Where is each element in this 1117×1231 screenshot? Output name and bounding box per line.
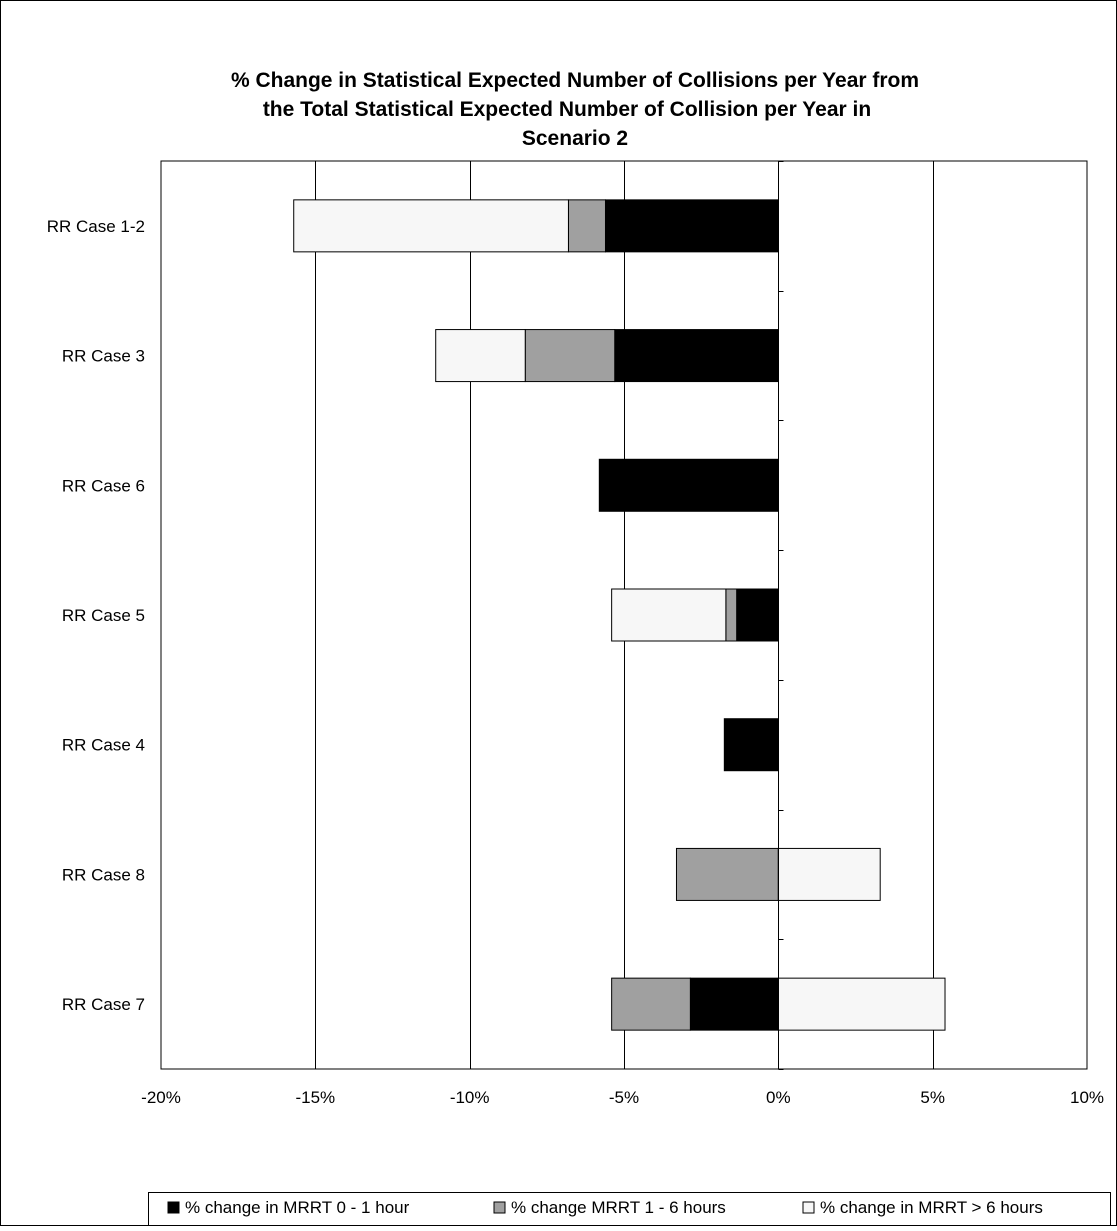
bar-4-series-1 [737, 589, 779, 641]
legend-label-series-1: % change in MRRT 0 - 1 hour [185, 1198, 410, 1217]
bar-1-series-3 [294, 200, 569, 252]
category-label-7: RR Case 7 [62, 995, 145, 1014]
x-tick-label-3: -5% [609, 1088, 639, 1107]
bar-5-series-1 [724, 719, 778, 771]
bar-7-series-2 [612, 978, 691, 1030]
x-tick-label-2: -10% [450, 1088, 490, 1107]
category-label-3: RR Case 6 [62, 476, 145, 495]
bar-2-series-2 [525, 330, 615, 382]
legend-label-series-3: % change in MRRT > 6 hours [820, 1198, 1043, 1217]
legend-swatch-series-2 [494, 1202, 505, 1213]
bar-1-series-2 [568, 200, 605, 252]
category-label-5: RR Case 4 [62, 736, 145, 755]
category-label-6: RR Case 8 [62, 865, 145, 884]
legend-swatch-series-3 [803, 1202, 814, 1213]
x-tick-label-6: 10% [1070, 1088, 1104, 1107]
category-label-2: RR Case 3 [62, 347, 145, 366]
bar-1-series-1 [605, 200, 778, 252]
bar-6-series-3 [778, 848, 880, 900]
x-tick-label-4: 0% [766, 1088, 791, 1107]
x-tick-label-0: -20% [141, 1088, 181, 1107]
legend-label-series-2: % change MRRT 1 - 6 hours [511, 1198, 726, 1217]
bar-7-series-1 [690, 978, 778, 1030]
chart-title-line-1: % Change in Statistical Expected Number … [231, 69, 919, 92]
legend-swatch-series-1 [168, 1202, 179, 1213]
category-label-4: RR Case 5 [62, 606, 145, 625]
chart-title-line-3: Scenario 2 [522, 127, 628, 150]
x-tick-label-1: -15% [295, 1088, 335, 1107]
bar-4-series-3 [612, 589, 726, 641]
category-label-1: RR Case 1-2 [47, 217, 145, 236]
x-tick-label-5: 5% [920, 1088, 945, 1107]
bar-2-series-3 [436, 330, 526, 382]
chart-title-line-2: the Total Statistical Expected Number of… [263, 98, 871, 121]
bar-2-series-1 [615, 330, 779, 382]
bar-6-series-2 [676, 848, 778, 900]
legend: % change in MRRT 0 - 1 hour % change MRR… [149, 1193, 1111, 1226]
bar-4-series-2 [726, 589, 737, 641]
bar-7-series-3 [778, 978, 945, 1030]
bar-3-series-1 [599, 459, 778, 511]
